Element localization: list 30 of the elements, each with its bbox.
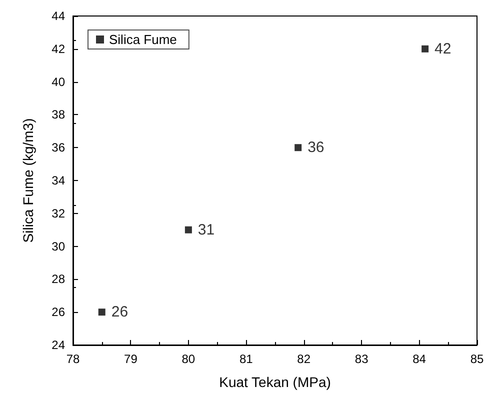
y-axis-title: Silica Fume (kg/m3) bbox=[20, 118, 36, 243]
y-tick-label: 40 bbox=[52, 74, 66, 89]
x-tick-label: 82 bbox=[297, 352, 311, 366]
y-tick-label: 28 bbox=[52, 272, 66, 286]
x-tick-label: 85 bbox=[470, 352, 484, 366]
y-tick-label: 32 bbox=[52, 206, 66, 220]
y-tick-label: 24 bbox=[52, 338, 66, 352]
y-tick-label: 30 bbox=[52, 239, 66, 254]
y-tick-label: 44 bbox=[52, 9, 66, 23]
y-tick-label: 36 bbox=[52, 140, 66, 155]
x-tick-label: 81 bbox=[239, 352, 254, 366]
x-axis-title: Kuat Tekan (MPa) bbox=[219, 374, 331, 390]
y-tick-label: 42 bbox=[52, 42, 66, 56]
data-label: 42 bbox=[434, 40, 452, 58]
y-tick-label: 34 bbox=[52, 174, 66, 188]
x-tick-label: 83 bbox=[354, 352, 369, 366]
x-tick-label: 79 bbox=[124, 352, 138, 366]
x-tick-label: 80 bbox=[182, 352, 196, 366]
y-tick-label: 38 bbox=[52, 108, 66, 122]
point bbox=[294, 144, 302, 152]
point bbox=[98, 308, 106, 316]
data-label: 26 bbox=[111, 304, 128, 321]
y-tick-label: 26 bbox=[52, 305, 66, 320]
point bbox=[184, 226, 192, 234]
legend-label: Silica Fume bbox=[109, 32, 177, 47]
point bbox=[422, 45, 429, 52]
x-tick-label: 84 bbox=[412, 352, 426, 366]
data-label: 31 bbox=[198, 221, 215, 238]
x-tick-label: 78 bbox=[66, 352, 80, 366]
data-label: 36 bbox=[308, 139, 324, 156]
